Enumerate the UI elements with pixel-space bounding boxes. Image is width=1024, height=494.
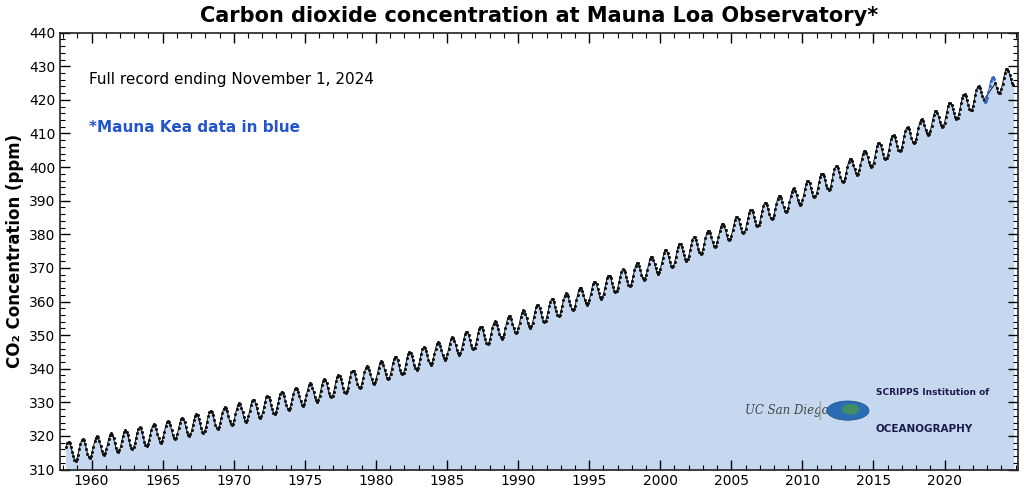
Text: UC San Diego: UC San Diego [745, 404, 829, 417]
Text: OCEANOGRAPHY: OCEANOGRAPHY [876, 424, 973, 434]
Text: SCRIPPS Institution of: SCRIPPS Institution of [876, 388, 989, 398]
Title: Carbon dioxide concentration at Mauna Loa Observatory*: Carbon dioxide concentration at Mauna Lo… [201, 5, 879, 26]
Text: |: | [817, 401, 823, 420]
Text: *Mauna Kea data in blue: *Mauna Kea data in blue [89, 120, 300, 135]
Ellipse shape [842, 404, 859, 415]
Y-axis label: CO₂ Concentration (ppm): CO₂ Concentration (ppm) [5, 134, 24, 368]
Text: Full record ending November 1, 2024: Full record ending November 1, 2024 [89, 72, 374, 87]
Circle shape [826, 401, 869, 420]
